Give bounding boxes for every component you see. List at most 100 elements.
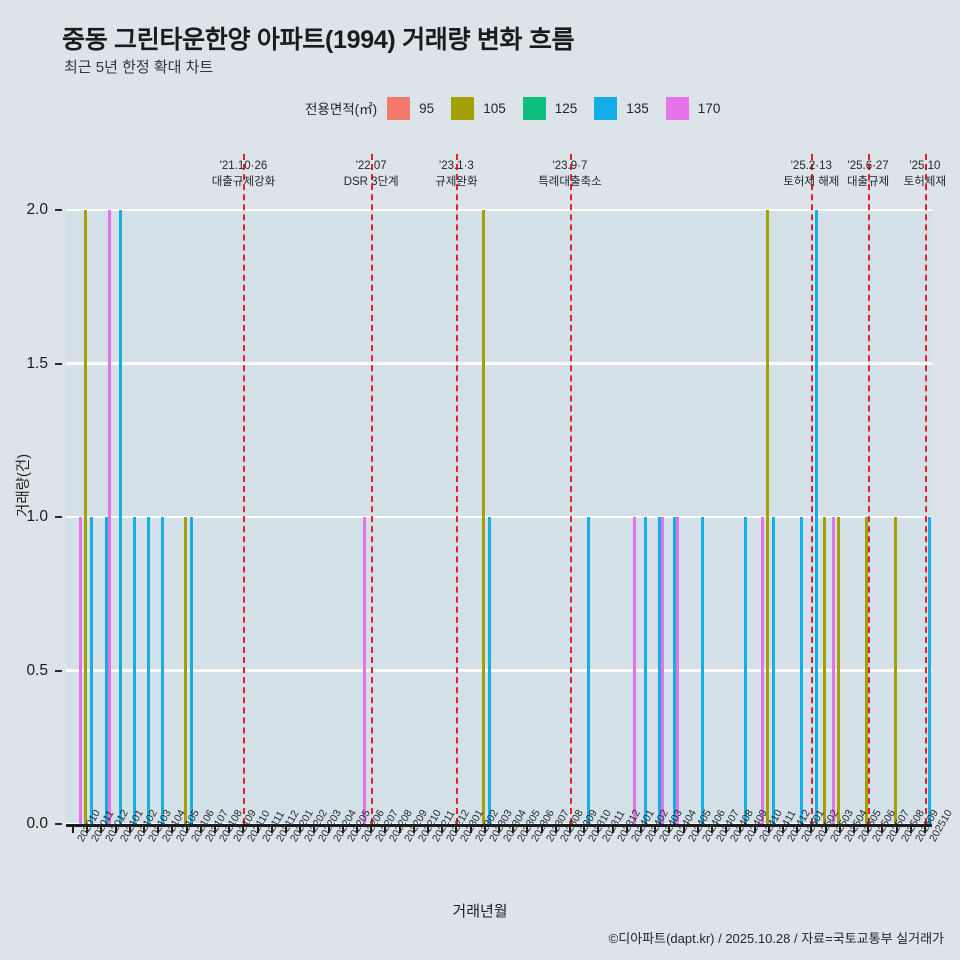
x-tick-mark: [299, 826, 302, 833]
event-marker-line: [924, 154, 927, 824]
y-tick-mark: [55, 516, 62, 518]
x-tick-mark: [412, 826, 415, 833]
x-tick-mark: [810, 826, 813, 833]
x-tick-mark: [526, 826, 529, 833]
x-tick-mark: [540, 826, 543, 833]
bar[interactable]: [183, 517, 187, 824]
bar[interactable]: [760, 517, 764, 824]
bar[interactable]: [107, 210, 111, 824]
x-tick-mark: [157, 826, 160, 833]
x-tick-mark: [143, 826, 146, 833]
x-tick-mark: [796, 826, 799, 833]
x-tick-mark: [370, 826, 373, 833]
event-marker-line: [371, 154, 374, 824]
y-tick-label: 2.0: [26, 201, 48, 218]
bar[interactable]: [700, 517, 704, 824]
x-axis-line: [66, 824, 932, 827]
x-axis-title: 거래년월: [452, 903, 508, 920]
y-tick-label: 0.0: [26, 815, 48, 832]
bar[interactable]: [831, 517, 835, 824]
x-tick-mark: [824, 826, 827, 833]
legend-swatch-170: [665, 96, 689, 120]
bar[interactable]: [675, 517, 679, 824]
x-tick-mark: [313, 826, 316, 833]
x-tick-mark: [682, 826, 685, 833]
bar[interactable]: [928, 517, 932, 824]
legend-label-105: 105: [483, 100, 506, 116]
bar[interactable]: [161, 517, 165, 824]
legend-swatch-125: [522, 96, 546, 120]
legend-swatch-95: [387, 96, 411, 120]
legend-entry-170[interactable]: 170: [665, 96, 730, 120]
y-tick-label: 0.5: [26, 661, 48, 679]
bar[interactable]: [771, 517, 775, 824]
bar[interactable]: [363, 517, 367, 824]
x-tick-mark: [639, 826, 642, 833]
x-tick-mark: [668, 826, 671, 833]
legend-entry-125[interactable]: 125: [522, 96, 587, 120]
bar[interactable]: [814, 210, 818, 824]
legend-label-135: 135: [626, 100, 649, 116]
bar[interactable]: [765, 210, 769, 824]
plot-area: [66, 154, 932, 826]
x-tick-mark: [341, 826, 344, 833]
x-tick-mark: [597, 826, 600, 833]
bar[interactable]: [118, 210, 122, 824]
x-tick-mark: [256, 826, 259, 833]
bar[interactable]: [133, 517, 137, 824]
legend-swatch-105: [451, 96, 475, 120]
x-tick-mark: [512, 826, 515, 833]
bar[interactable]: [84, 210, 88, 824]
bar[interactable]: [632, 517, 636, 824]
legend-entry-135[interactable]: 135: [594, 96, 658, 120]
x-tick-mark: [583, 826, 586, 833]
x-tick-mark: [568, 826, 571, 833]
bar[interactable]: [481, 210, 485, 824]
x-tick-mark: [455, 826, 458, 833]
bar[interactable]: [800, 517, 804, 824]
bar[interactable]: [865, 517, 869, 824]
x-tick-mark: [867, 826, 870, 833]
bar[interactable]: [104, 517, 108, 824]
bar[interactable]: [743, 517, 747, 824]
x-tick-mark: [895, 826, 898, 833]
x-tick-mark: [128, 826, 131, 833]
y-tick-label: 1.0: [26, 508, 48, 525]
bar[interactable]: [487, 517, 491, 824]
bar[interactable]: [661, 517, 665, 824]
bar[interactable]: [893, 517, 897, 824]
x-tick-mark: [356, 826, 359, 833]
gridline: [66, 362, 932, 365]
gridline: [66, 208, 932, 212]
x-tick-mark: [384, 826, 387, 833]
x-tick-mark: [739, 826, 742, 833]
x-tick-mark: [398, 826, 401, 833]
x-tick-mark: [753, 826, 756, 833]
bar[interactable]: [822, 517, 826, 824]
x-tick-mark: [881, 826, 884, 833]
x-tick-mark: [725, 826, 728, 833]
x-tick-mark: [710, 826, 713, 833]
bar[interactable]: [189, 517, 193, 824]
event-marker-line: [811, 154, 814, 824]
x-tick-mark: [327, 826, 330, 833]
bar[interactable]: [90, 517, 94, 824]
bar[interactable]: [836, 517, 840, 824]
bar[interactable]: [644, 517, 648, 824]
x-tick-mark: [696, 826, 699, 833]
x-tick-mark: [923, 826, 926, 833]
bar[interactable]: [147, 517, 151, 824]
gridline: [66, 669, 932, 672]
bar[interactable]: [672, 517, 676, 824]
event-marker-line: [456, 154, 459, 824]
event-marker-line: [868, 154, 871, 824]
page-title: 중동 그린타운한양 아파트(1994) 거래량 변화 흐름: [62, 26, 575, 54]
y-tick-mark: [55, 362, 62, 365]
legend-entry-105[interactable]: 105: [451, 96, 515, 120]
bar[interactable]: [658, 517, 662, 824]
bar[interactable]: [79, 517, 83, 824]
legend-entry-95[interactable]: 95: [387, 96, 443, 120]
x-tick-mark: [611, 826, 614, 833]
bar[interactable]: [587, 517, 591, 824]
